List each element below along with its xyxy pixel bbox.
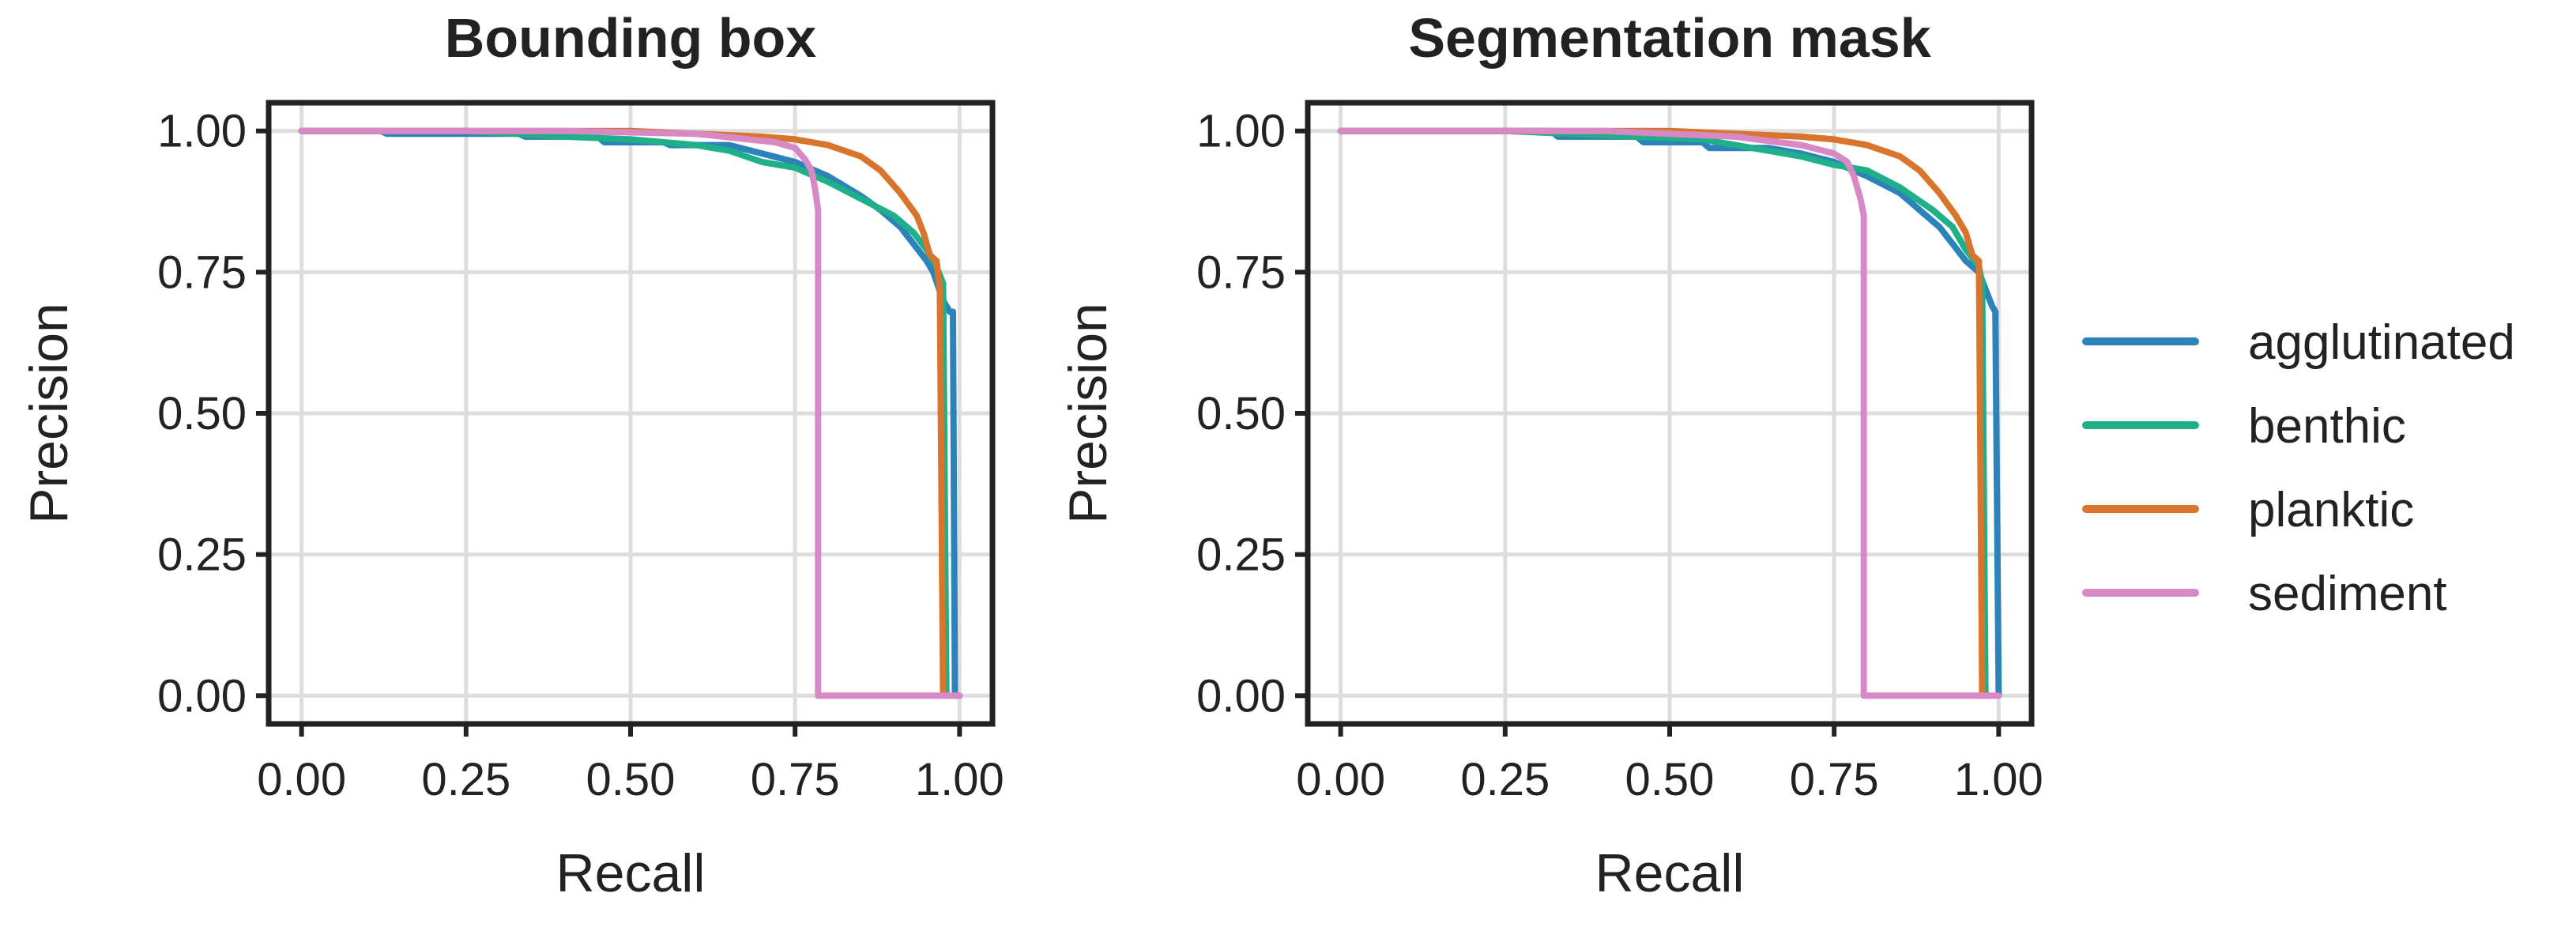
x-tick-label: 1.00 (915, 754, 1004, 805)
y-tick-label: 0.00 (1196, 670, 1286, 722)
legend-item-agglutinated: agglutinated (2082, 315, 2515, 370)
series-line-sediment (298, 127, 963, 699)
legend-label: sediment (2248, 567, 2447, 621)
legend-item-sediment: sediment (2082, 567, 2447, 621)
x-tick-label: 0.50 (1625, 754, 1715, 805)
x-tick-label: 0.75 (751, 754, 840, 805)
x-axis-label: Recall (1595, 843, 1745, 903)
x-tick-label: 0.00 (257, 754, 346, 805)
legend-item-benthic: benthic (2082, 399, 2406, 454)
series-line-planktic (1337, 127, 1986, 699)
y-tick-label: 0.75 (1196, 247, 1286, 298)
legend-item-planktic: planktic (2082, 483, 2414, 537)
chart-title: Segmentation mask (1408, 7, 1930, 69)
x-tick-label: 0.50 (586, 754, 676, 805)
y-tick-label: 0.25 (1196, 530, 1286, 581)
x-tick-label: 0.25 (1460, 754, 1550, 805)
chart-panel-1: 0.00 0.25 0.50 0.75 1.00 0.00 0.25 0.50 0.75 1.00… (19, 7, 1004, 903)
x-tick-label: 0.00 (1296, 754, 1385, 805)
y-tick-label: 0.00 (157, 670, 247, 722)
x-tick-label: 0.75 (1790, 754, 1879, 805)
x-tick-label: 1.00 (1954, 754, 2043, 805)
chart-title: Bounding box (445, 7, 817, 69)
legend-label: planktic (2248, 483, 2414, 537)
x-axis-label: Recall (556, 843, 706, 903)
y-tick-label: 0.75 (157, 247, 247, 298)
y-axis-label: Precision (1058, 303, 1118, 524)
y-tick-label: 0.50 (157, 388, 247, 439)
legend-label: benthic (2248, 399, 2406, 454)
y-tick-label: 1.00 (1196, 106, 1286, 157)
legend: agglutinated benthic planktic sediment (2082, 315, 2515, 621)
y-tick-label: 1.00 (157, 106, 247, 157)
y-tick-label: 0.25 (157, 530, 247, 581)
y-axis-label: Precision (19, 303, 79, 524)
chart-panel-2: 0.00 0.25 0.50 0.75 1.00 0.00 0.25 0.50 0.75 1.00… (1058, 7, 2043, 903)
y-tick-label: 0.50 (1196, 388, 1286, 439)
x-tick-label: 0.25 (421, 754, 510, 805)
series-line-sediment (1337, 127, 2002, 699)
legend-label: agglutinated (2248, 315, 2515, 370)
